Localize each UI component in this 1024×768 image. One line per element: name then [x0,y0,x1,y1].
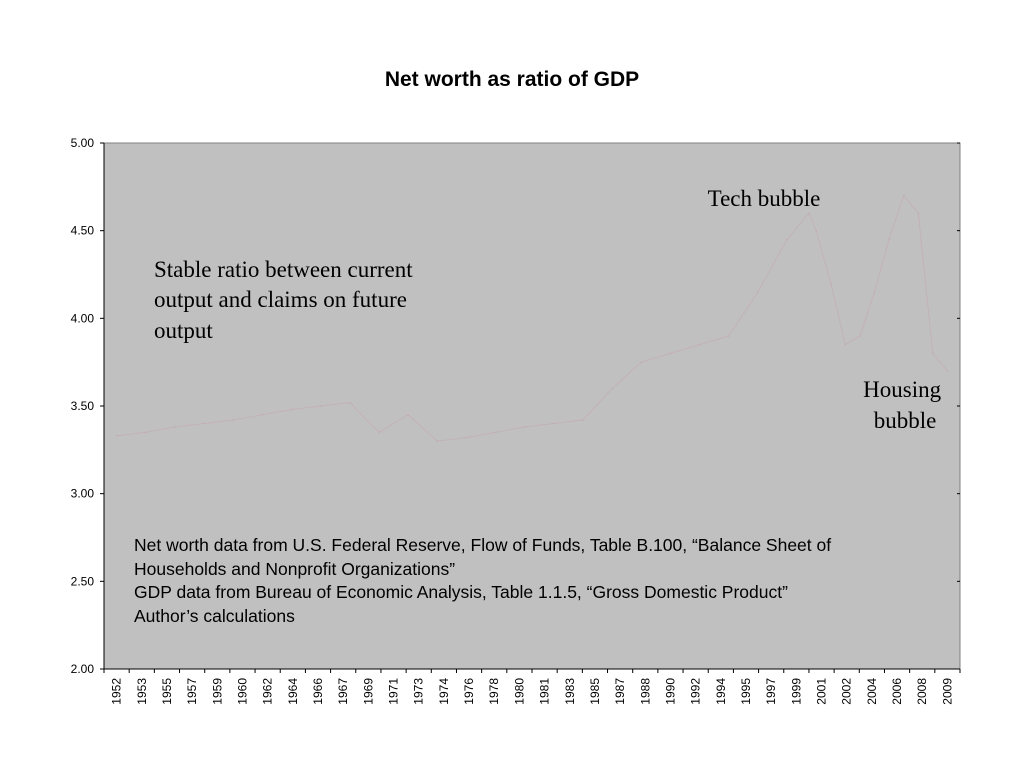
x-axis-ticks: 1952 1953 1955 1957 1959 1960 1962 1964 1966 1967… [103,669,961,705]
y-tick-label: 3.50 [71,399,95,413]
series-point [815,229,817,232]
x-tick-label: 1999 [789,678,803,705]
source-note: Net worth data from U.S. Federal Reserve… [134,535,836,626]
y-tick-label: 2.00 [71,662,95,676]
x-tick-label: 2009 [940,678,954,705]
series-point [553,422,555,425]
x-tick-label: 1971 [387,678,401,705]
x-tick-label: 1967 [336,678,350,705]
y-axis-ticks: 5.00 4.50 4.00 3.50 3.00 2.50 2.00 [71,136,960,676]
series-point [640,361,643,364]
y-tick-label: 4.50 [71,224,95,238]
series-point [932,352,934,355]
series-point [232,419,234,421]
series-point [757,291,759,293]
series-point [611,387,613,390]
series-point [203,422,205,425]
x-tick-label: 1988 [638,678,652,705]
y-tick-label: 5.00 [71,136,95,150]
x-tick-label: 1973 [412,678,426,705]
annotation-stable-line: Stable ratio between current [154,257,413,282]
series-point [669,352,672,355]
series-point [698,343,701,346]
series-point [349,401,351,404]
x-tick-label: 2001 [815,678,829,705]
series-point [523,426,526,428]
series-point [946,370,949,372]
x-tick-label: 1983 [563,678,577,705]
x-tick-label: 2004 [865,678,879,705]
x-tick-label: 1981 [538,678,552,705]
series-point [494,431,497,434]
x-tick-label: 2002 [840,678,854,705]
series-point [378,431,380,434]
series-point [290,408,293,411]
series-point [115,435,118,437]
annotation-housing-bubble: Housing bubble [863,377,947,433]
x-tick-label: 1978 [487,678,501,705]
series-point [888,238,890,241]
x-tick-label: 1987 [613,678,627,705]
series-point [319,405,322,407]
series-point [873,291,876,293]
series-point [407,414,409,416]
y-tick-label: 2.50 [71,574,95,588]
x-tick-label: 1960 [235,678,249,705]
x-tick-label: 1955 [160,678,174,705]
chart-title: Net worth as ratio of GDP [384,68,640,91]
annotation-stable: Stable ratio between current output and … [154,257,418,343]
x-tick-label: 1953 [135,678,149,705]
x-tick-label: 1964 [286,678,300,705]
x-tick-label: 1966 [311,678,325,705]
series-point [786,238,788,241]
x-tick-label: 1962 [261,678,275,705]
x-tick-label: 1985 [588,678,602,705]
series-point [261,414,264,416]
series-point [844,343,847,346]
source-line: Net worth data from U.S. Federal Reserve… [134,535,831,555]
x-tick-label: 1992 [689,678,703,705]
series-point [902,194,905,197]
annotation-housing-line: bubble [874,408,937,433]
series-point [830,282,832,285]
x-tick-label: 1994 [714,678,728,705]
series-line [116,194,948,442]
x-tick-label: 1995 [739,678,753,705]
series-point [436,440,439,442]
x-tick-label: 1959 [210,678,224,705]
x-tick-label: 1969 [361,678,375,705]
series-point [465,436,468,439]
source-line: GDP data from Bureau of Economic Analysi… [134,582,788,602]
series-point [859,335,861,337]
x-tick-label: 2008 [915,678,929,705]
x-tick-label: 1974 [437,678,451,705]
series-layer [115,194,949,442]
x-tick-label: 2006 [890,678,904,705]
series-point [808,212,810,214]
x-tick-label: 1990 [663,678,677,705]
annotation-housing-line: Housing [863,377,941,402]
x-tick-label: 1980 [512,678,526,705]
annotation-tech-bubble: Tech bubble [708,186,821,211]
series-point [144,431,147,434]
x-tick-label: 1952 [110,678,124,705]
series-point [917,212,920,214]
series-point [174,426,176,428]
source-line: Author’s calculations [134,606,295,626]
annotation-stable-line: output and claims on future [154,287,407,312]
x-tick-label: 1957 [185,678,199,705]
source-line: Households and Nonprofit Organizations” [134,559,455,579]
x-tick-label: 1976 [462,678,476,705]
y-tick-label: 4.00 [71,311,95,325]
series-point [582,419,584,421]
annotation-stable-line: output [154,318,213,343]
y-tick-label: 3.00 [71,487,95,501]
x-tick-label: 1997 [764,678,778,705]
series-point [728,335,730,337]
